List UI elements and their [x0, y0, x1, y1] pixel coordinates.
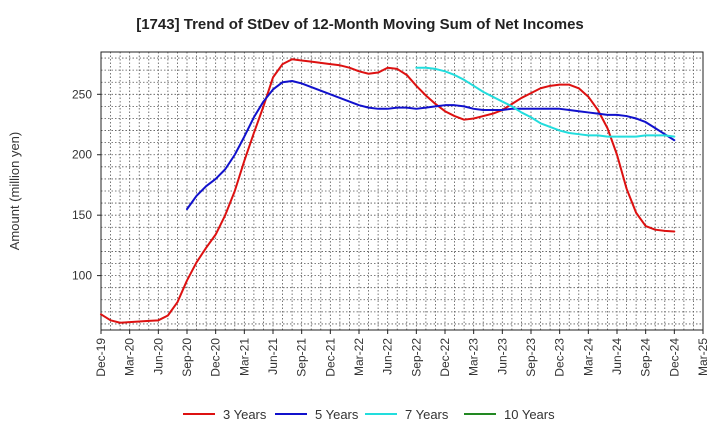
- x-tick-label: Dec-20: [209, 338, 223, 377]
- plot-frame: [100, 51, 704, 331]
- x-tick-label: Mar-21: [237, 338, 251, 376]
- y-axis-label: Amount (million yen): [7, 132, 22, 251]
- y-tick-label: 150: [72, 208, 92, 222]
- x-tick-label: Mar-25: [696, 338, 710, 376]
- x-tick-label: Jun-21: [266, 338, 280, 375]
- x-tick-label: Sep-22: [409, 338, 423, 377]
- chart-title: [1743] Trend of StDev of 12-Month Moving…: [136, 16, 584, 33]
- y-tick-label: 200: [72, 148, 92, 162]
- x-tick-label: Mar-24: [581, 338, 595, 376]
- x-tick-label: Dec-19: [94, 338, 108, 377]
- x-tick-label: Sep-20: [180, 338, 194, 377]
- x-tick-label: Sep-23: [524, 338, 538, 377]
- plot-area: 100 150 200 250 Dec-19 Mar-20 Jun-20 Sep-20 Dec-…: [72, 51, 710, 377]
- x-tick-label: Dec-21: [323, 338, 337, 377]
- x-tick-label: Sep-24: [639, 338, 653, 377]
- x-tick-label: Dec-22: [438, 338, 452, 377]
- y-tick-label: 100: [72, 269, 92, 283]
- x-tick-label: Sep-21: [295, 338, 309, 377]
- series-line-5-years: [186, 80, 676, 211]
- legend-label: 5 Years: [315, 407, 359, 422]
- x-tick-label: Dec-24: [667, 338, 681, 377]
- x-tick-label: Mar-23: [467, 338, 481, 376]
- series-line-3-years: [100, 58, 676, 324]
- x-tick-label: Dec-23: [553, 338, 567, 377]
- legend-label: 7 Years: [405, 407, 449, 422]
- x-tick-label: Jun-24: [610, 338, 624, 375]
- x-tick-label: Mar-22: [352, 338, 366, 376]
- x-tick-label: Jun-20: [151, 338, 165, 375]
- legend-label: 3 Years: [223, 407, 267, 422]
- x-tick-label: Jun-22: [381, 338, 395, 375]
- legend-label: 10 Years: [504, 407, 555, 422]
- y-tick-label: 250: [72, 87, 92, 101]
- legend: 3 Years 5 Years 7 Years 10 Years: [183, 407, 555, 422]
- x-tick-label: Jun-23: [495, 338, 509, 375]
- x-tick-label: Mar-20: [123, 338, 137, 376]
- series-line-7-years: [415, 66, 676, 138]
